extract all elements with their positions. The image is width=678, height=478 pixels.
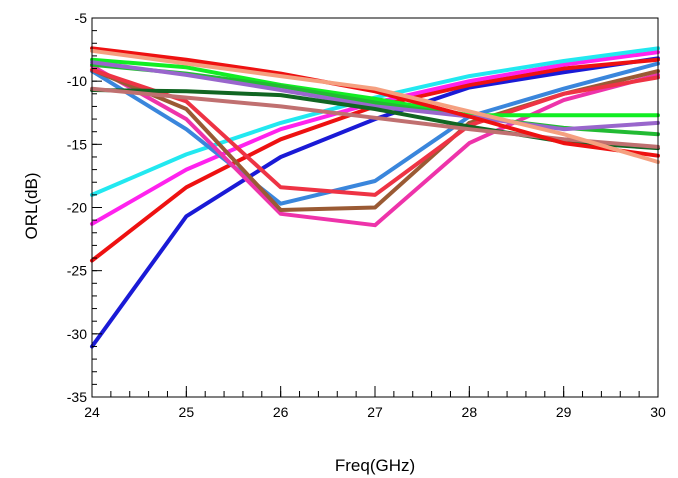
y-tick-label: -25: [67, 263, 87, 279]
x-tick-label: 24: [84, 404, 100, 420]
series-line-11: [90, 60, 660, 132]
x-axis-title: Freq(GHz): [335, 456, 415, 475]
series-line-5: [90, 61, 660, 206]
x-tick-label: 30: [650, 404, 666, 420]
y-axis-title: ORL(dB): [22, 172, 41, 239]
series-line-14: [90, 46, 660, 158]
x-tick-label: 26: [273, 404, 289, 420]
series-line-13: [90, 86, 660, 149]
axes-layer: 24 25 26 27 28 29 30 -35 -30 -25 -20 -15 -10 -5: [67, 10, 666, 420]
y-tick-label: -20: [67, 200, 87, 216]
y-tick-label: -10: [67, 73, 87, 89]
x-tick-label: 27: [367, 404, 383, 420]
series-line-9: [90, 57, 660, 118]
x-tick-label: 29: [556, 404, 572, 420]
y-tick-label: -15: [67, 136, 87, 152]
series-line-8: [90, 67, 660, 197]
x-tick-label: 28: [462, 404, 478, 420]
series-line-15: [90, 48, 660, 164]
y-tick-label: -30: [67, 326, 87, 342]
y-tick-label: -35: [67, 389, 87, 405]
x-tick-label: 25: [179, 404, 195, 420]
series-layer: [90, 46, 660, 349]
series-line-6: [90, 64, 660, 228]
y-tick-label: -5: [75, 10, 88, 26]
